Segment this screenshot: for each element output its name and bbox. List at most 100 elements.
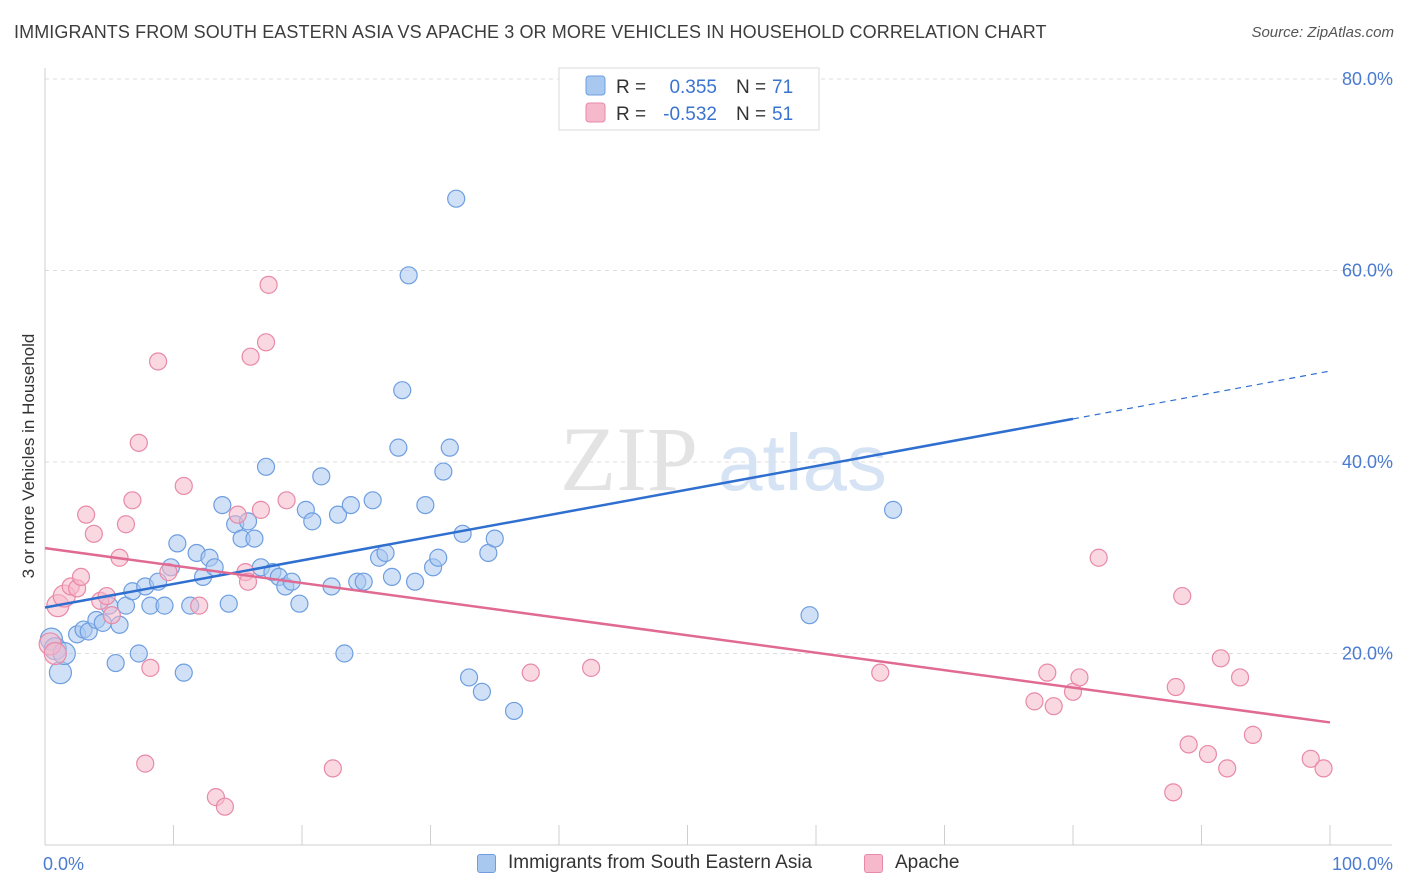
data-point-pink — [123, 491, 142, 510]
data-point-pink — [141, 658, 160, 677]
data-point-blue — [399, 266, 418, 285]
data-point-blue — [800, 606, 819, 625]
data-point-pink — [323, 759, 342, 778]
data-point-blue — [328, 505, 348, 524]
legend-bottom-label-blue: Immigrants from South Eastern Asia — [508, 852, 813, 873]
data-point-blue — [168, 534, 187, 553]
data-point-blue — [434, 462, 453, 481]
data-point-blue — [485, 529, 504, 548]
data-point-blue — [440, 438, 459, 457]
trend-line-pink — [44, 546, 1331, 724]
legend-bottom-label-pink: Apache — [895, 852, 960, 873]
data-point-pink — [1164, 783, 1183, 802]
data-point-blue — [256, 457, 276, 476]
legend-swatch-pink — [585, 102, 606, 123]
data-point-pink — [1230, 668, 1250, 687]
data-point-pink — [1301, 749, 1320, 768]
data-point-blue — [393, 381, 412, 400]
data-point-pink — [521, 663, 540, 682]
legend-bottom: Immigrants from South Eastern Asia Apach… — [0, 852, 1406, 878]
data-point-blue — [129, 644, 148, 663]
data-point-pink — [1089, 548, 1108, 567]
data-point-pink — [215, 797, 234, 816]
data-point-pink — [259, 275, 278, 294]
y-tick-label: 80.0% — [1342, 69, 1393, 89]
data-point-pink — [129, 433, 148, 452]
legend-item-pink: Apache — [864, 852, 959, 874]
data-point-pink — [1025, 692, 1044, 711]
legend-n-value-pink: 51 — [772, 104, 793, 125]
legend-n-value-blue: 71 — [772, 77, 793, 98]
legend-bottom-swatch-blue — [477, 853, 496, 873]
data-point-pink — [228, 505, 247, 524]
data-point-blue — [219, 594, 238, 613]
trend-line-blue — [44, 417, 1074, 609]
data-point-blue — [382, 567, 402, 587]
legend-swatch-blue — [585, 75, 606, 96]
x-tick-label: 0.0% — [43, 854, 84, 874]
data-point-blue — [447, 189, 466, 208]
data-point-blue — [48, 661, 73, 685]
data-point-pink — [102, 606, 121, 625]
data-point-pink — [71, 567, 91, 587]
trend-extension-blue — [1072, 370, 1331, 420]
data-point-pink — [159, 563, 178, 582]
data-point-pink — [174, 476, 193, 496]
data-point-blue — [205, 558, 224, 577]
data-point-pink — [1243, 725, 1263, 744]
data-point-blue — [504, 701, 524, 721]
legend-r-label-pink: R = — [616, 104, 646, 125]
chart-title: IMMIGRANTS FROM SOUTH EASTERN ASIA VS AP… — [14, 22, 1047, 42]
y-tick-label: 20.0% — [1342, 644, 1393, 664]
data-point-pink — [1314, 759, 1333, 778]
data-point-blue — [335, 644, 354, 663]
legend-n-label-blue: N = — [736, 77, 766, 98]
legend-bottom-swatch-pink — [864, 853, 883, 873]
data-point-blue — [416, 495, 435, 515]
data-point-blue — [429, 548, 448, 567]
data-point-blue — [354, 572, 373, 591]
data-point-pink — [256, 333, 276, 352]
data-point-pink — [136, 754, 155, 773]
data-point-pink — [1173, 586, 1192, 606]
data-point-blue — [453, 524, 472, 543]
data-point-pink — [1211, 649, 1230, 668]
data-point-pink — [77, 505, 96, 524]
data-point-pink — [251, 500, 270, 519]
data-point-pink — [1166, 677, 1185, 697]
data-point-blue — [312, 467, 331, 486]
data-point-pink — [1218, 759, 1237, 778]
tick-labels: 20.0% 40.0% 60.0% 80.0% 0.0% 100.0% — [43, 69, 1393, 874]
data-point-pink — [277, 491, 296, 510]
source-label: Source: ZipAtlas.com — [1251, 24, 1394, 41]
data-point-pink — [1198, 744, 1218, 764]
data-point-pink — [1070, 668, 1089, 687]
legend-r-value-pink: -0.532 — [663, 104, 717, 125]
y-tick-label: 40.0% — [1342, 452, 1393, 472]
legend-top: R = 0.355 N = 71 R = -0.532 N = 51 — [558, 67, 820, 131]
data-point-pink — [43, 641, 67, 666]
data-point-blue — [174, 663, 193, 682]
data-point-blue — [341, 495, 360, 515]
y-tick-label: 60.0% — [1342, 261, 1393, 281]
y-axis-label: 3 or more Vehicles in Household — [19, 334, 38, 579]
data-point-blue — [459, 668, 479, 687]
data-point-blue — [405, 572, 425, 591]
watermark-zip: ZIP — [560, 408, 698, 510]
data-point-pink — [148, 352, 168, 371]
series-pink-points — [38, 275, 1333, 816]
data-point-pink — [1179, 735, 1198, 754]
data-point-pink — [1044, 697, 1063, 716]
data-point-pink — [116, 515, 136, 534]
watermark-atlas: atlas — [718, 418, 887, 507]
data-point-blue — [883, 500, 903, 519]
legend-r-label-blue: R = — [616, 77, 646, 98]
axes — [44, 68, 1392, 846]
data-point-blue — [290, 594, 309, 613]
data-point-pink — [1038, 663, 1057, 682]
data-point-blue — [472, 682, 491, 701]
data-point-blue — [389, 438, 408, 457]
legend-n-label-pink: N = — [736, 104, 766, 125]
data-point-blue — [213, 495, 232, 515]
